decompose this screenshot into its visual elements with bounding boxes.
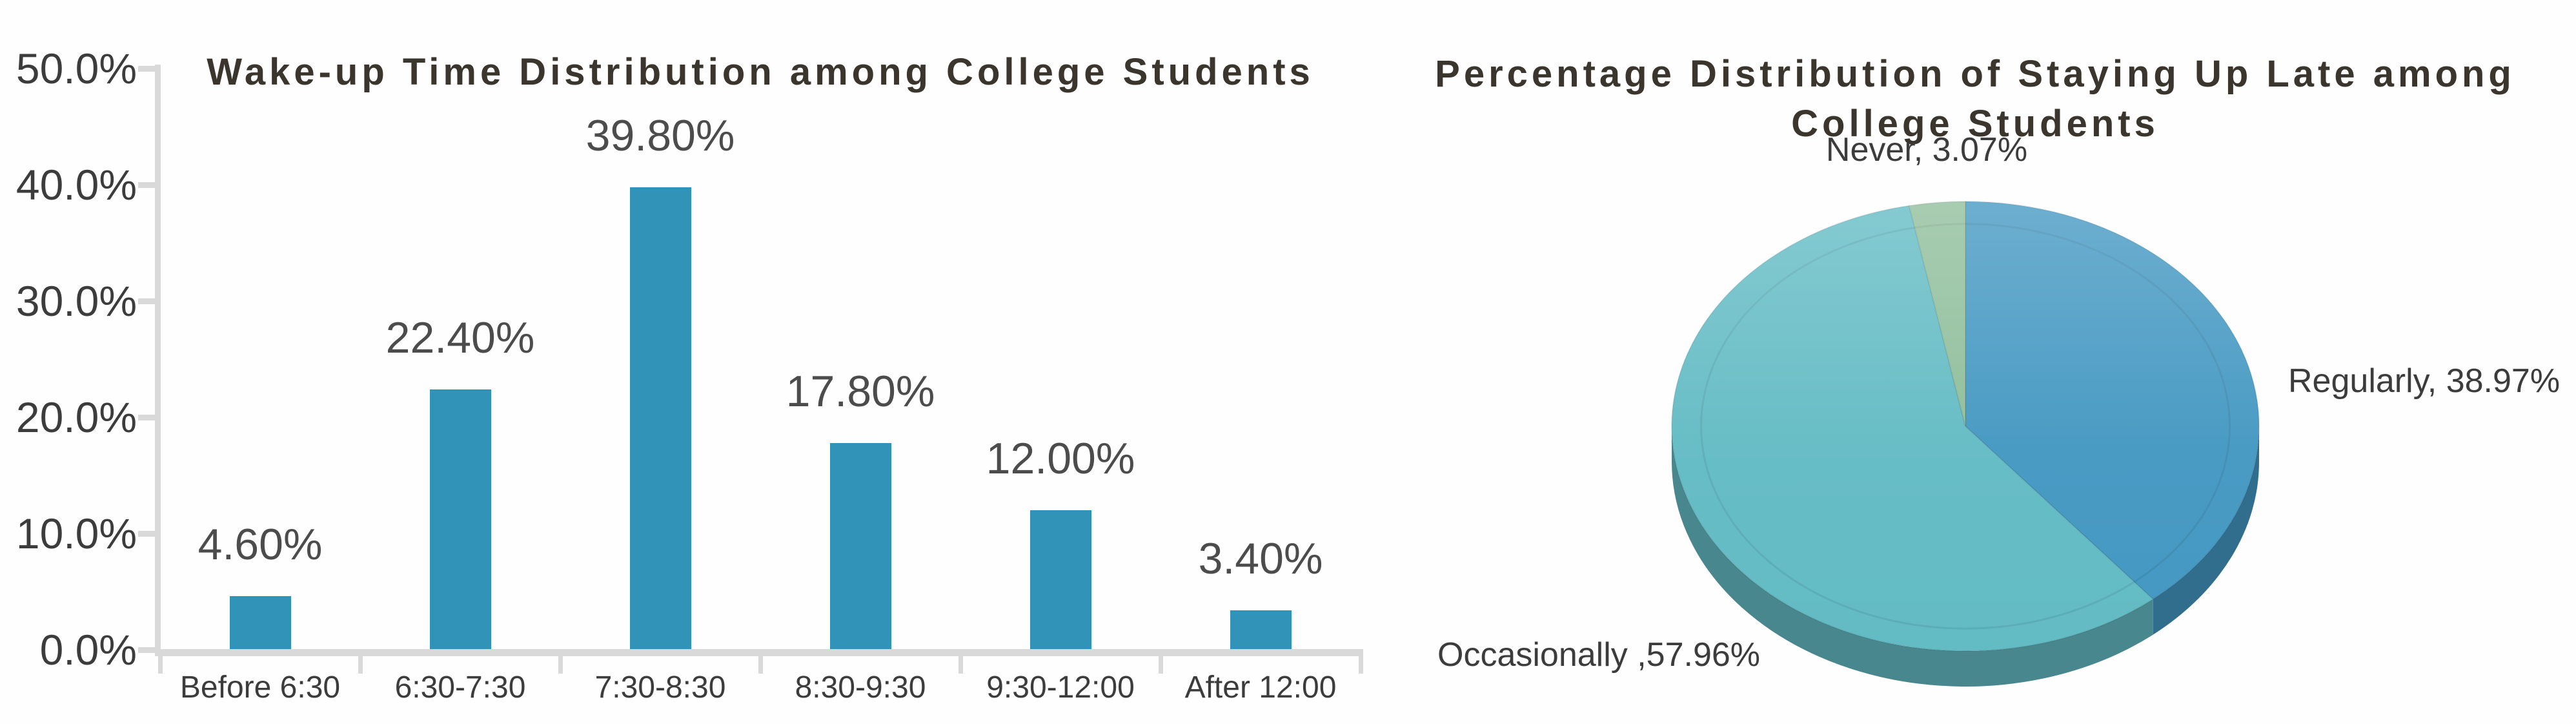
pie-side-regularly <box>2153 426 2259 635</box>
x-axis-category-label: Before 6:30 <box>179 670 341 705</box>
pie-chart-title-line1: Percentage Distribution of Staying Up La… <box>1435 53 2515 96</box>
y-axis-tick-label: 40.0% <box>15 161 137 209</box>
pie-3d-graphic <box>1671 200 2260 687</box>
x-axis-category-label: 8:30-9:30 <box>795 670 926 705</box>
bar-value-label: 22.40% <box>385 313 535 362</box>
bar-value-label: 12.00% <box>986 434 1135 483</box>
y-axis-tick-mark <box>138 182 157 188</box>
x-axis-tick-mark <box>558 649 563 674</box>
y-axis-tick-label: 30.0% <box>15 277 137 325</box>
pie-chart-title: Percentage Distribution of Staying Up La… <box>1435 49 2515 149</box>
x-axis-line <box>160 649 1361 656</box>
y-axis-tick-label: 50.0% <box>15 45 137 92</box>
x-axis-tick-mark <box>1358 649 1363 674</box>
bar-value-label: 39.80% <box>585 110 735 160</box>
bar-after-12-00 <box>1230 610 1292 650</box>
bar-6-30-7-30 <box>429 389 491 650</box>
bar-value-label: 17.80% <box>786 366 935 416</box>
x-axis-tick-mark <box>758 649 763 674</box>
x-axis-category-label: After 12:00 <box>1184 670 1337 705</box>
pie-gloss-highlight <box>1672 202 2259 651</box>
y-axis-line <box>155 65 161 656</box>
pie-side-occasionally <box>1672 426 2153 687</box>
y-axis-tick-mark <box>138 415 157 420</box>
bar-9-30-12-00 <box>1029 510 1091 650</box>
y-axis-tick-label: 10.0% <box>15 510 137 557</box>
bar-before-6-30 <box>229 596 291 650</box>
pie-chart-panel: Percentage Distribution of Staying Up La… <box>1362 0 2576 724</box>
y-axis-tick-label: 20.0% <box>15 393 137 441</box>
x-axis-category-label: 7:30-8:30 <box>594 670 726 705</box>
bar-7-30-8-30 <box>629 187 691 650</box>
y-axis-tick-mark <box>138 66 157 72</box>
y-axis-tick-mark <box>138 531 157 537</box>
bar-value-label: 4.60% <box>198 520 323 570</box>
x-axis-tick-mark <box>1158 649 1163 674</box>
pie-label-regularly: Regularly, 38.97% <box>2288 362 2561 400</box>
x-axis-category-label: 9:30-12:00 <box>986 670 1135 705</box>
y-axis-tick-label: 0.0% <box>39 626 137 674</box>
bar-chart-title: Wake-up Time Distribution among College … <box>207 51 1314 94</box>
bar-8-30-9-30 <box>829 442 891 650</box>
pie-label-never: Never, 3.07% <box>1825 131 2028 169</box>
bar-chart-panel: Wake-up Time Distribution among College … <box>15 45 1363 705</box>
bar-value-label: 3.40% <box>1198 533 1323 583</box>
y-axis-tick-mark <box>138 647 157 653</box>
x-axis-tick-mark <box>358 649 363 674</box>
pie-label-occasionally: Occasionally ,57.96% <box>1437 636 1761 674</box>
x-axis-tick-mark <box>958 649 963 674</box>
y-axis-tick-mark <box>138 298 157 304</box>
x-axis-tick-mark <box>157 649 163 674</box>
pie-chart-title-line2: College Students <box>1791 103 2159 145</box>
x-axis-category-label: 6:30-7:30 <box>394 670 526 705</box>
